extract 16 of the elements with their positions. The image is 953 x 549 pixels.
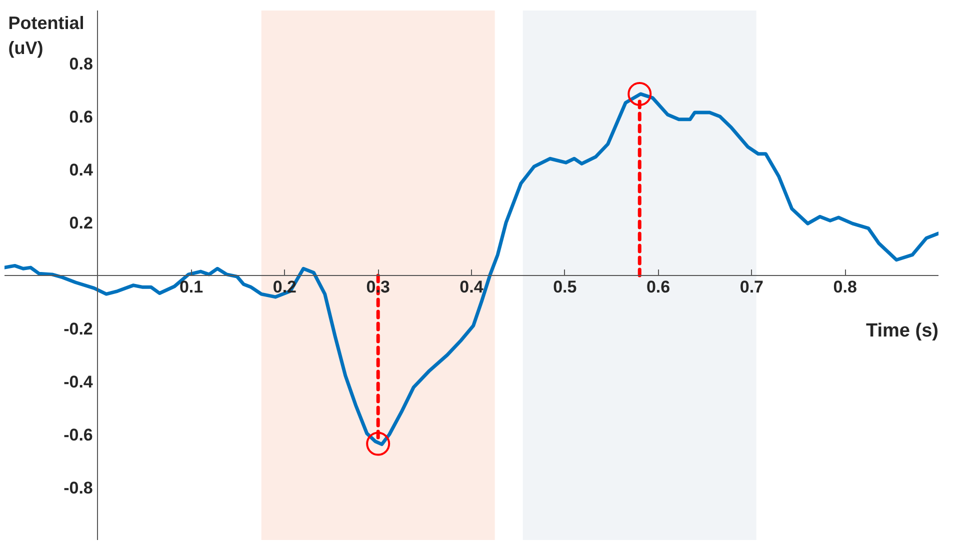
y-tick-label: 0.2	[69, 214, 93, 232]
x-tick-label: 0.3	[366, 278, 390, 296]
y-tick-label: 0.6	[69, 108, 93, 126]
x-tick-label: 0.6	[646, 278, 670, 296]
x-tick-label: 0.8	[833, 278, 857, 296]
y-tick-label: -0.4	[64, 372, 94, 392]
line-series	[4, 92, 938, 446]
x-axis-title: Time (s)	[866, 320, 939, 342]
y-tick-label: 0.4	[69, 160, 94, 180]
y-tick-label: -0.2	[64, 320, 93, 338]
y-tick-label: -0.6	[64, 426, 93, 444]
x-tick-label: 0.1	[179, 278, 204, 296]
x-tick-label: 0.5	[553, 278, 577, 296]
x-tick-label: 0.7	[740, 278, 764, 296]
x-tick-label: 0.4	[460, 278, 484, 296]
y-tick-label: -0.8	[64, 478, 93, 498]
